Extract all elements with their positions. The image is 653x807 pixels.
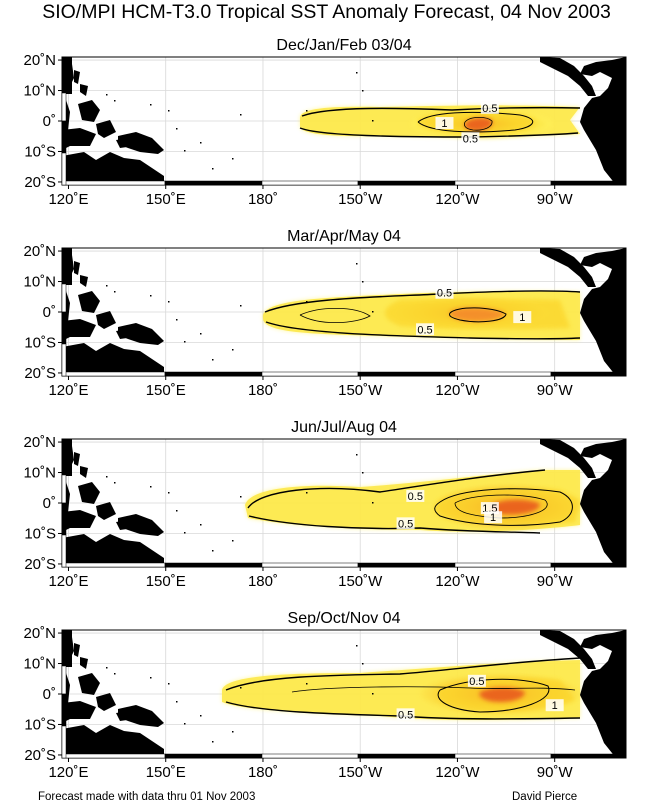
figure-title: SIO/MPI HCM-T3.0 Tropical SST Anomaly Fo… <box>42 1 611 23</box>
tick-marks <box>58 59 556 189</box>
land-mass <box>62 248 626 376</box>
lat-tick-label: 20˚N <box>23 52 56 69</box>
lon-tick-label: 150˚W <box>338 191 383 208</box>
lat-tick-label: 20˚S <box>24 747 56 764</box>
contour-label: 0.5 <box>398 709 413 721</box>
tick-marks <box>58 632 556 762</box>
frame-scale-bars <box>61 247 627 377</box>
contour-label: 0.5 <box>463 133 478 145</box>
lon-tick-label: 120˚W <box>435 573 480 590</box>
lon-tick-label: 180˚ <box>248 764 278 781</box>
lon-tick-label: 90˚W <box>537 573 574 590</box>
lat-tick-label: 20˚S <box>24 174 56 191</box>
lat-tick-label: 0˚ <box>43 113 56 130</box>
contour-label: 1 <box>552 700 558 712</box>
lon-tick-label: 120˚E <box>48 382 88 399</box>
lon-tick-label: 150˚E <box>146 191 186 208</box>
lon-tick-label: 180˚ <box>248 382 278 399</box>
frame-scale-bars <box>61 438 627 568</box>
panel-title-djf: Dec/Jan/Feb 03/04 <box>276 37 412 54</box>
lon-tick-label: 90˚W <box>537 191 574 208</box>
lat-tick-label: 10˚N <box>23 465 56 482</box>
lon-tick-label: 150˚E <box>146 382 186 399</box>
lon-tick-label: 120˚W <box>435 764 480 781</box>
contour-label: 0.5 <box>417 324 432 336</box>
tick-marks <box>58 250 556 380</box>
lat-tick-label: 10˚S <box>24 334 56 351</box>
lat-tick-label: 0˚ <box>43 304 56 321</box>
lat-tick-label: 20˚S <box>24 556 56 573</box>
contour-label: 1 <box>490 512 496 524</box>
lat-tick-label: 10˚N <box>23 656 56 673</box>
panel-title-mam: Mar/Apr/May 04 <box>287 228 401 245</box>
lon-tick-label: 180˚ <box>248 573 278 590</box>
footer-note: Forecast made with data thru 01 Nov 2003 <box>38 791 256 803</box>
lat-tick-label: 20˚N <box>23 434 56 451</box>
lon-tick-label: 120˚W <box>435 191 480 208</box>
land-mass <box>62 439 626 567</box>
lon-tick-label: 150˚E <box>146 764 186 781</box>
lat-tick-label: 10˚S <box>24 716 56 733</box>
land-mass <box>62 630 626 758</box>
lat-tick-label: 10˚N <box>23 83 56 100</box>
lon-tick-label: 150˚W <box>338 764 383 781</box>
tick-marks <box>58 441 556 571</box>
panel-title-jja: Jun/Jul/Aug 04 <box>291 419 397 436</box>
panel-title-son: Sep/Oct/Nov 04 <box>287 610 401 627</box>
lon-tick-label: 120˚E <box>48 764 88 781</box>
lon-tick-label: 120˚E <box>48 191 88 208</box>
contour-label: 1 <box>441 118 447 130</box>
lat-tick-label: 0˚ <box>43 495 56 512</box>
frame-scale-bars <box>61 629 627 759</box>
lon-tick-label: 180˚ <box>248 191 278 208</box>
lat-tick-label: 10˚N <box>23 274 56 291</box>
footer-author: David Pierce <box>512 791 578 803</box>
contour-label: 0.5 <box>482 103 497 115</box>
contour-label: 1 <box>519 312 525 324</box>
lat-tick-label: 10˚S <box>24 525 56 542</box>
lat-tick-label: 20˚N <box>23 625 56 642</box>
lat-tick-label: 10˚S <box>24 143 56 160</box>
lon-tick-label: 90˚W <box>537 382 574 399</box>
contour-label: 0.5 <box>408 491 423 503</box>
lon-tick-label: 120˚E <box>48 573 88 590</box>
contour-label: 0.5 <box>398 518 413 530</box>
lon-tick-label: 150˚W <box>338 382 383 399</box>
lat-tick-label: 20˚N <box>23 243 56 260</box>
land-mass <box>62 57 626 185</box>
lon-tick-label: 120˚W <box>435 382 480 399</box>
lon-tick-label: 150˚W <box>338 573 383 590</box>
lon-tick-label: 150˚E <box>146 573 186 590</box>
contour-label: 0.5 <box>437 288 452 300</box>
lat-tick-label: 0˚ <box>43 686 56 703</box>
lon-tick-label: 90˚W <box>537 764 574 781</box>
contour-label: 0.5 <box>469 676 484 688</box>
frame-scale-bars <box>61 56 627 186</box>
lat-tick-label: 20˚S <box>24 365 56 382</box>
